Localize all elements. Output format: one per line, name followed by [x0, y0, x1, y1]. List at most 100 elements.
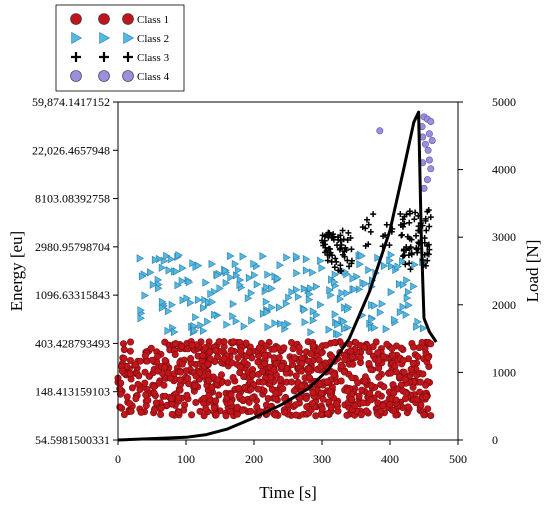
class-2-point: [264, 322, 272, 332]
class-1-point: [292, 372, 300, 380]
class-2-point: [302, 266, 311, 275]
class-2-point: [239, 252, 248, 261]
x-axis: 0 100 200 300 400 500: [115, 440, 467, 466]
class-3-point: [370, 211, 377, 218]
class-1-point: [388, 345, 396, 353]
class-3-point: [407, 244, 414, 251]
x-tick-label: 100: [177, 452, 195, 466]
class-2-point: [387, 287, 396, 297]
class-1-point: [303, 403, 311, 411]
class-2-point: [259, 252, 267, 261]
class-1-point: [375, 373, 383, 381]
class-1-point: [304, 357, 312, 365]
right-tick-label: 1000: [492, 365, 516, 379]
class-1-point: [191, 382, 199, 390]
legend-marker: [98, 70, 110, 82]
class-1-point: [309, 342, 317, 350]
class-1-point: [323, 378, 331, 386]
class-1-point: [312, 412, 320, 420]
class-2-point: [251, 270, 259, 280]
class-1-point: [324, 410, 332, 418]
class-2-point: [386, 256, 394, 265]
class-1-point: [161, 363, 169, 371]
class-1-point: [161, 356, 169, 364]
class-1-point: [367, 381, 375, 389]
class-2-point: [149, 280, 158, 289]
legend-marker: [70, 70, 82, 82]
class-1-point: [241, 383, 249, 391]
class-2-point: [200, 326, 208, 336]
class-1-point: [261, 360, 269, 368]
class-2-point: [343, 289, 351, 298]
class-3-point: [406, 260, 413, 267]
class-3-point: [336, 246, 343, 253]
left-y-axis: 59,874.1417152 22,026.4657948 8103.0839275…: [32, 95, 118, 447]
class-2-point: [313, 310, 321, 320]
class-1-point: [224, 379, 232, 387]
class-1-point: [302, 394, 310, 402]
class-1-point: [205, 377, 213, 385]
class-3-point: [426, 223, 433, 230]
class-2-point: [411, 260, 419, 269]
class-1-point: [424, 354, 432, 362]
class-1-point: [123, 393, 131, 401]
class-4-point: [423, 176, 431, 184]
class-2-point: [211, 310, 219, 319]
class-1-point: [352, 339, 360, 347]
class-1-point: [340, 368, 348, 376]
class-4-point: [425, 156, 433, 164]
class-2-point: [374, 253, 382, 263]
class-3-point: [367, 228, 374, 235]
plot-frame: [117, 101, 459, 441]
class-2-point: [309, 268, 317, 277]
class-1-point: [177, 368, 185, 376]
class-3-point: [324, 257, 331, 264]
class-3-point: [335, 236, 342, 243]
class-1-point: [147, 344, 155, 352]
class-1-point: [214, 376, 222, 384]
class-1-point: [210, 404, 218, 412]
class-3-point: [407, 210, 414, 217]
class-3-point: [399, 216, 406, 223]
class-1-point: [330, 371, 338, 379]
class-2-point: [288, 287, 296, 297]
class-2-point: [399, 302, 408, 312]
class-2-point: [208, 259, 217, 269]
class-3-point: [405, 252, 412, 259]
class-2-point: [191, 326, 199, 335]
class-2-point: [189, 259, 197, 268]
legend-marker: [122, 70, 134, 82]
class-1-point: [289, 345, 297, 353]
class-1-point: [275, 354, 283, 362]
class-1-point: [290, 387, 298, 395]
class-2-point: [227, 251, 235, 261]
class-1-point: [259, 378, 267, 386]
class-2-point: [312, 282, 321, 291]
class-4-point: [428, 137, 436, 145]
class-3-point: [404, 233, 411, 240]
class-2-point: [301, 318, 310, 327]
class-1-point: [380, 383, 388, 391]
class-1-point: [262, 342, 270, 350]
class-2-point: [234, 265, 243, 275]
class-1-point: [307, 350, 315, 358]
class-1-point: [176, 386, 184, 394]
class-1-point: [128, 384, 136, 392]
class-2-point: [263, 283, 271, 292]
class-2-point: [158, 297, 167, 306]
class-1-point: [360, 343, 368, 351]
class-2-point: [282, 299, 291, 308]
x-tick-label: 300: [313, 452, 331, 466]
legend-label: Class 4: [137, 71, 170, 83]
class-2-point: [300, 284, 309, 293]
class-2-point: [236, 280, 244, 290]
class-2-point: [327, 290, 335, 300]
class-1-point: [247, 407, 255, 415]
class-2-point: [263, 308, 271, 317]
class-1-point: [188, 341, 196, 349]
class-1-point: [391, 362, 399, 370]
class-1-point: [234, 410, 242, 418]
class-1-point: [222, 412, 230, 420]
class-1-point: [422, 381, 430, 389]
class-2-point: [309, 307, 318, 316]
